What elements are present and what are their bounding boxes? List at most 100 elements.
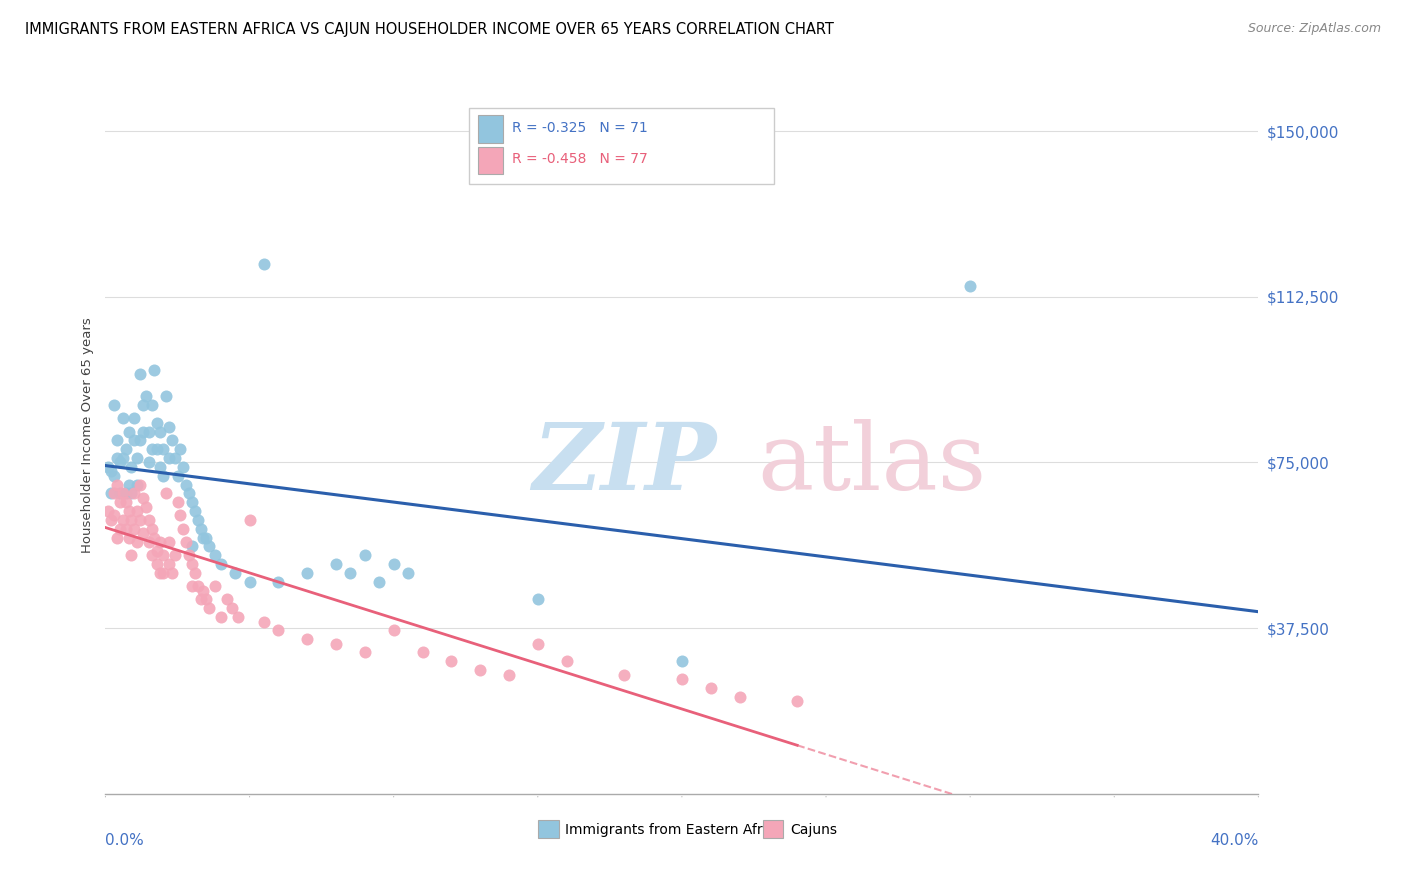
Point — [149, 459, 172, 474]
Bar — [478, 115, 503, 143]
Point — [157, 420, 180, 434]
Point — [157, 451, 180, 466]
Point — [155, 389, 177, 403]
Point — [129, 367, 152, 381]
Point — [177, 486, 200, 500]
Point — [97, 459, 120, 474]
Text: atlas: atlas — [756, 418, 986, 508]
Point — [111, 451, 134, 466]
Point — [180, 579, 204, 593]
Point — [103, 398, 125, 412]
Point — [498, 667, 520, 681]
Point — [120, 513, 142, 527]
Point — [174, 477, 197, 491]
Point — [354, 548, 377, 562]
Point — [198, 540, 221, 554]
Point — [152, 442, 174, 457]
Text: 0.0%: 0.0% — [105, 833, 145, 848]
Point — [146, 442, 169, 457]
Point — [166, 468, 188, 483]
Point — [141, 442, 163, 457]
Text: Source: ZipAtlas.com: Source: ZipAtlas.com — [1247, 22, 1381, 36]
Point — [108, 522, 131, 536]
Point — [132, 425, 155, 439]
Point — [105, 531, 128, 545]
Point — [114, 495, 136, 509]
Point — [149, 535, 172, 549]
Point — [160, 566, 183, 580]
Point — [146, 416, 169, 430]
Point — [527, 637, 550, 651]
Point — [111, 486, 134, 500]
Point — [143, 531, 166, 545]
Point — [555, 654, 578, 668]
Point — [172, 522, 194, 536]
Point — [138, 425, 160, 439]
Point — [198, 601, 221, 615]
Point — [157, 557, 180, 571]
Point — [160, 434, 183, 448]
Point — [105, 434, 128, 448]
Point — [187, 579, 209, 593]
Point — [97, 504, 120, 518]
Point — [169, 508, 191, 523]
Point — [117, 425, 139, 439]
Point — [103, 486, 125, 500]
Y-axis label: Householder Income Over 65 years: Householder Income Over 65 years — [82, 317, 94, 553]
Point — [239, 574, 262, 589]
Point — [470, 663, 492, 677]
Point — [120, 486, 142, 500]
Point — [120, 548, 142, 562]
Point — [138, 535, 160, 549]
Point — [190, 522, 212, 536]
Point — [138, 455, 160, 469]
Point — [124, 486, 146, 500]
Point — [146, 544, 169, 558]
Text: Immigrants from Eastern Africa: Immigrants from Eastern Africa — [565, 822, 783, 837]
Text: 40.0%: 40.0% — [1211, 833, 1258, 848]
Point — [226, 610, 249, 624]
Point — [124, 434, 146, 448]
Point — [184, 504, 207, 518]
Point — [135, 389, 157, 403]
Point — [180, 495, 204, 509]
Point — [108, 486, 131, 500]
Point — [114, 486, 136, 500]
Point — [195, 531, 218, 545]
Point — [132, 398, 155, 412]
Point — [613, 667, 636, 681]
Text: R = -0.458   N = 77: R = -0.458 N = 77 — [512, 153, 648, 166]
Point — [224, 566, 246, 580]
Point — [339, 566, 361, 580]
Point — [127, 451, 149, 466]
Point — [120, 459, 142, 474]
Point — [204, 579, 226, 593]
Point — [221, 601, 243, 615]
Point — [129, 434, 152, 448]
Text: R = -0.325   N = 71: R = -0.325 N = 71 — [512, 120, 648, 135]
Point — [190, 592, 212, 607]
Point — [132, 526, 155, 541]
Point — [149, 566, 172, 580]
Point — [149, 425, 172, 439]
Point — [728, 690, 751, 704]
Point — [129, 477, 152, 491]
Point — [368, 574, 391, 589]
Point — [253, 615, 276, 629]
Point — [180, 557, 204, 571]
Bar — [538, 821, 558, 838]
Point — [114, 442, 136, 457]
Point — [111, 513, 134, 527]
Text: Cajuns: Cajuns — [790, 822, 838, 837]
Point — [143, 362, 166, 376]
Point — [959, 278, 981, 293]
Point — [297, 632, 319, 647]
Point — [209, 557, 232, 571]
Point — [108, 495, 131, 509]
Point — [108, 455, 131, 469]
Point — [114, 522, 136, 536]
Point — [354, 645, 377, 659]
Point — [152, 548, 174, 562]
Point — [700, 681, 723, 695]
Bar — [468, 108, 775, 184]
